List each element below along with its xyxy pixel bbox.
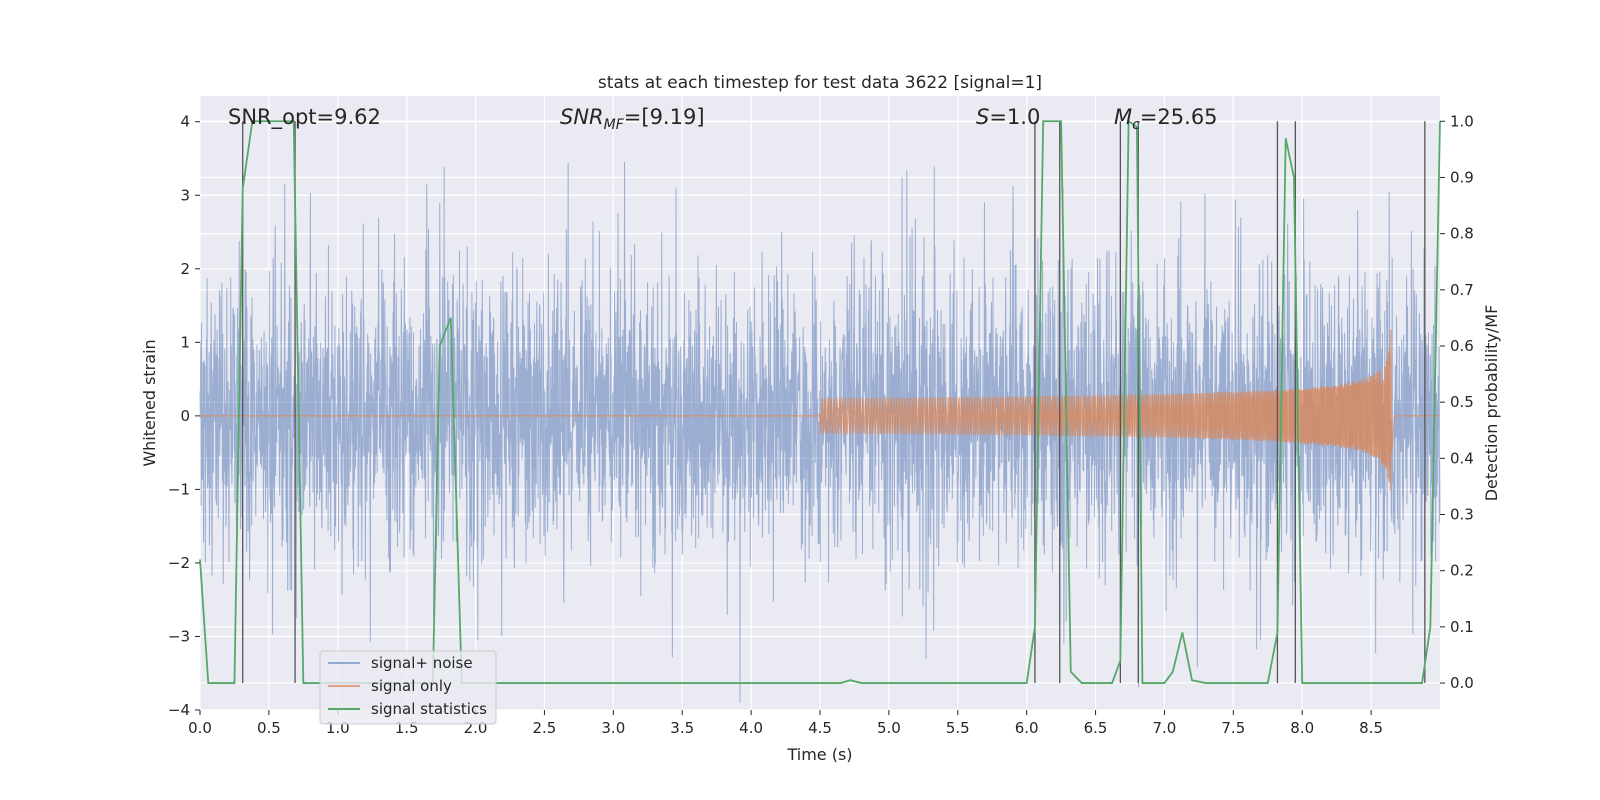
annotation-snr-mf: SNRMF=[9.19]	[560, 105, 705, 133]
x-tick-label-16: 8.0	[1290, 719, 1314, 737]
legend-box	[319, 650, 497, 725]
y-tick-label-2: 2	[180, 260, 190, 278]
svg-text:SNRMF=[9.19]: SNRMF=[9.19]	[560, 105, 705, 133]
y-right-tick-labels: 1.0 0.9 0.8 0.7 0.6 0.5 0.4 0.3 0.2 0.1 0.0	[1440, 112, 1474, 692]
x-tick-label-8: 4.0	[739, 719, 763, 737]
x-tick-label-9: 4.5	[808, 719, 832, 737]
x-tick-label-5: 2.5	[533, 719, 557, 737]
x-tick-label-11: 5.5	[946, 719, 970, 737]
y-tick-label-5: −1	[168, 480, 190, 498]
series-signal-only	[200, 329, 1440, 491]
y-right-tick-label-4: 0.6	[1450, 337, 1474, 355]
x-tick-label-12: 6.0	[1015, 719, 1039, 737]
legend: signal+ noise signal only signal statist…	[319, 650, 497, 725]
y-tick-label-0: 4	[180, 113, 190, 131]
y-right-tick-label-2: 0.8	[1450, 225, 1474, 243]
y-right-axis-label: Detection probability/MF	[1482, 305, 1501, 502]
y-tick-label-8: −4	[168, 701, 190, 719]
y-right-tick-label-8: 0.2	[1450, 562, 1474, 580]
y-tick-label-4: 0	[180, 407, 190, 425]
y-tick-label-1: 3	[180, 186, 190, 204]
x-tick-label-15: 7.5	[1221, 719, 1245, 737]
annotation-mc: Mc=25.65	[1114, 105, 1218, 133]
x-tick-label-17: 8.5	[1359, 719, 1383, 737]
svg-text:Mc=25.65: Mc=25.65	[1114, 105, 1218, 133]
svg-text:S=1.0: S=1.0	[976, 105, 1040, 129]
y-right-tick-label-10: 0.0	[1450, 674, 1474, 692]
x-tick-label-0: 0.0	[188, 719, 212, 737]
annotation-s: S=1.0	[976, 105, 1040, 129]
x-tick-label-10: 5.0	[877, 719, 901, 737]
y-tick-label-6: −2	[168, 554, 190, 572]
y-right-tick-label-6: 0.4	[1450, 449, 1474, 467]
y-right-tick-label-3: 0.7	[1450, 281, 1474, 299]
chart-title: stats at each timestep for test data 362…	[598, 73, 1042, 93]
annotation-snr-opt: SNR_opt=9.62	[228, 105, 381, 130]
legend-label-stats: signal statistics	[371, 700, 487, 718]
legend-label-noise: signal+ noise	[371, 654, 473, 672]
y-axis-label: Whitened strain	[140, 339, 159, 466]
y-right-tick-label-7: 0.3	[1450, 506, 1474, 524]
y-right-tick-label-9: 0.1	[1450, 618, 1474, 636]
x-tick-label-14: 7.0	[1153, 719, 1177, 737]
x-tick-label-6: 3.0	[601, 719, 625, 737]
series-signal-statistics	[199, 119, 1441, 684]
y-tick-labels: 4 3 2 1 0 −1 −2 −3 −4	[168, 113, 200, 719]
x-axis-label: Time (s)	[786, 745, 852, 764]
legend-label-signal: signal only	[371, 677, 452, 695]
y-tick-label-3: 1	[180, 333, 190, 351]
y-right-tick-label-1: 0.9	[1450, 168, 1474, 186]
y-tick-label-7: −3	[168, 627, 190, 645]
signal-statistics-line	[199, 119, 1441, 684]
signal-only-line	[200, 329, 1440, 491]
x-tick-label-1: 0.5	[257, 719, 281, 737]
x-tick-label-13: 6.5	[1084, 719, 1108, 737]
x-tick-label-7: 3.5	[670, 719, 694, 737]
y-right-tick-label-0: 1.0	[1450, 112, 1474, 130]
y-right-tick-label-5: 0.5	[1450, 393, 1474, 411]
